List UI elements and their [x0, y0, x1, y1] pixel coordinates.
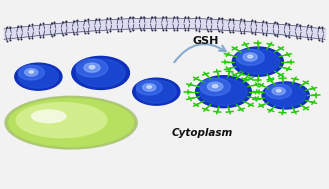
Circle shape — [207, 82, 223, 91]
Ellipse shape — [4, 96, 138, 150]
Circle shape — [266, 84, 306, 107]
Circle shape — [136, 80, 176, 103]
Circle shape — [15, 63, 62, 90]
Circle shape — [25, 69, 38, 76]
Circle shape — [76, 59, 125, 87]
Text: Cytoplasm: Cytoplasm — [171, 128, 233, 138]
Circle shape — [262, 82, 309, 109]
Circle shape — [18, 65, 59, 88]
Circle shape — [72, 56, 129, 89]
Circle shape — [272, 87, 285, 95]
FancyArrowPatch shape — [174, 44, 226, 62]
Circle shape — [29, 71, 34, 73]
Circle shape — [200, 78, 230, 96]
Circle shape — [84, 63, 100, 72]
Circle shape — [200, 78, 247, 105]
Circle shape — [276, 89, 281, 92]
Ellipse shape — [31, 109, 67, 123]
Text: GSH: GSH — [192, 36, 219, 46]
Circle shape — [266, 84, 291, 99]
Circle shape — [143, 84, 156, 91]
Circle shape — [18, 65, 44, 80]
Circle shape — [236, 49, 280, 74]
Circle shape — [248, 55, 253, 58]
Circle shape — [136, 80, 162, 95]
Ellipse shape — [7, 97, 135, 148]
Circle shape — [133, 78, 180, 105]
Circle shape — [196, 76, 251, 108]
Circle shape — [76, 59, 108, 77]
Circle shape — [147, 86, 152, 88]
Circle shape — [232, 47, 283, 76]
Circle shape — [89, 66, 95, 69]
Ellipse shape — [15, 102, 108, 138]
Circle shape — [243, 53, 257, 61]
Circle shape — [236, 49, 264, 65]
Circle shape — [212, 84, 218, 88]
